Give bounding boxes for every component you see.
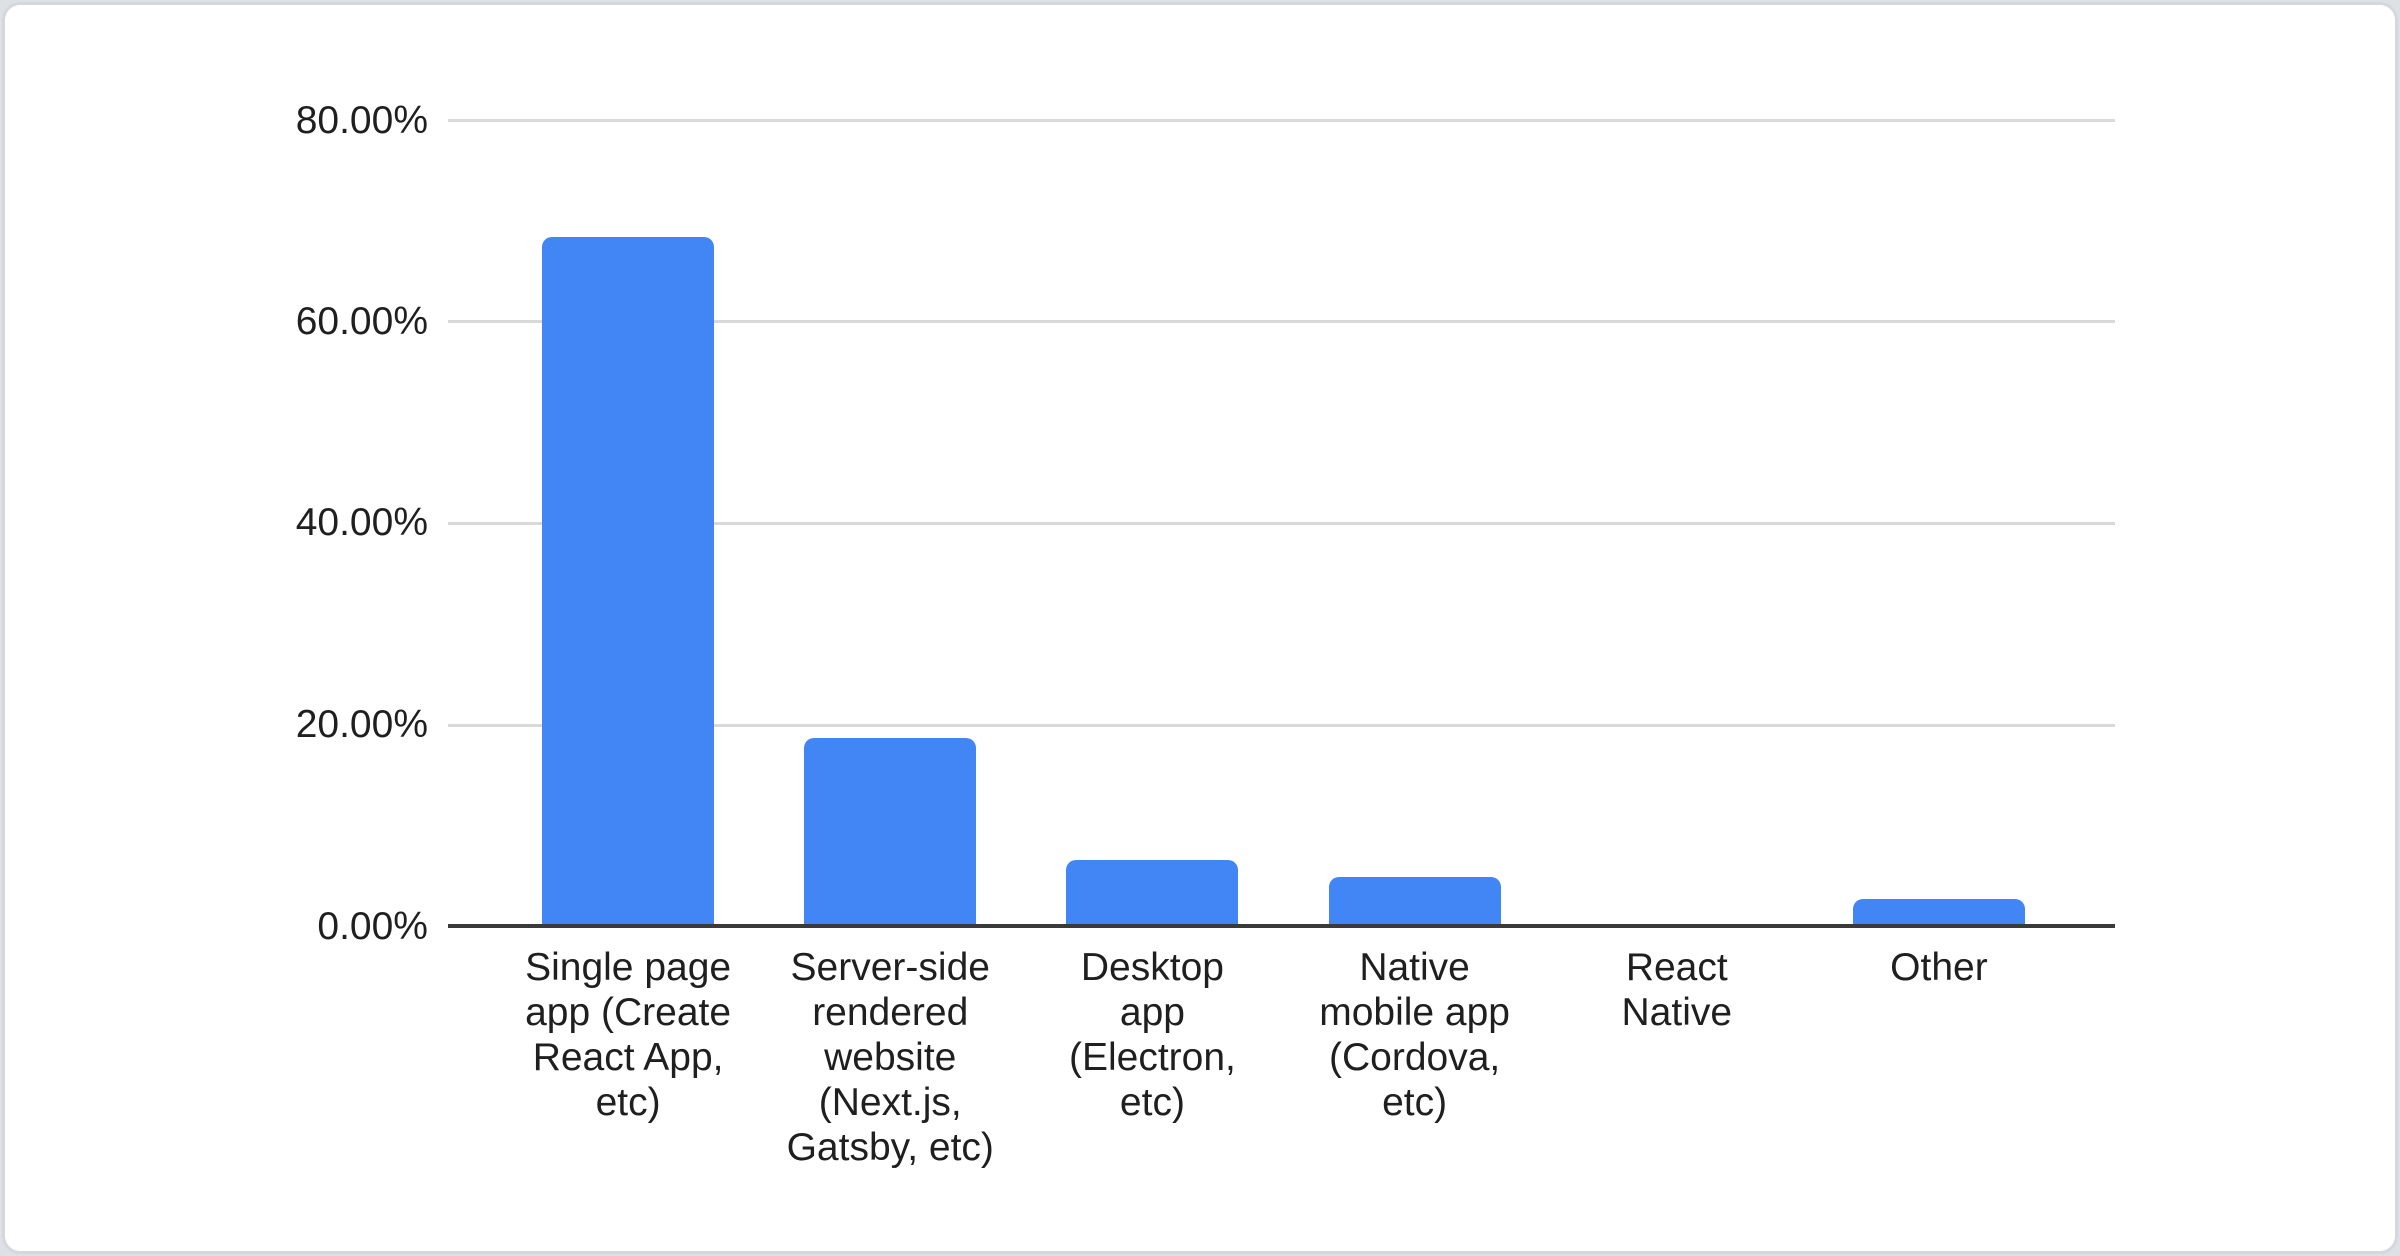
category-label-other: Other [1890,946,1988,989]
y-tick-20: 20.00% [295,703,428,746]
y-tick-0: 0.00% [317,905,428,948]
column-react-native [1546,121,1808,924]
gridline-40 [448,522,2115,525]
column-single-page-app [497,121,759,924]
plot-area [497,121,2070,924]
category-label-desktop-app: Desktop app (Electron, etc) [1068,946,1236,1124]
bar-single-page-app[interactable] [542,237,715,924]
bar-chart: 80.00% 60.00% 40.00% 20.00% 0.00% [5,5,2395,1251]
category-label-single-page-app: Single page app (Create React App, etc) [525,946,732,1124]
gridline-80 [448,119,2115,122]
column-other [1808,121,2070,924]
category-label-native-mobile-app: Native mobile app (Cordova, etc) [1319,946,1510,1124]
column-server-side-rendered [759,121,1021,924]
category-label-server-side-rendered: Server-side rendered website (Next.js, G… [786,946,994,1169]
x-axis-labels: Single page app (Create React App, etc) … [497,945,2070,1170]
column-native-mobile-app [1284,121,1546,924]
bar-desktop-app[interactable] [1066,859,1239,924]
y-tick-80: 80.00% [295,99,428,142]
y-tick-60: 60.00% [295,300,428,343]
gridline-60 [448,320,2115,323]
y-tick-40: 40.00% [295,501,428,544]
category-label-react-native: React Native [1621,946,1733,1034]
bar-native-mobile-app[interactable] [1328,876,1501,924]
bar-other[interactable] [1852,898,2025,924]
gridline-20 [448,724,2115,727]
column-desktop-app [1021,121,1283,924]
bar-server-side-rendered[interactable] [804,738,977,924]
x-axis-line [448,924,2115,928]
